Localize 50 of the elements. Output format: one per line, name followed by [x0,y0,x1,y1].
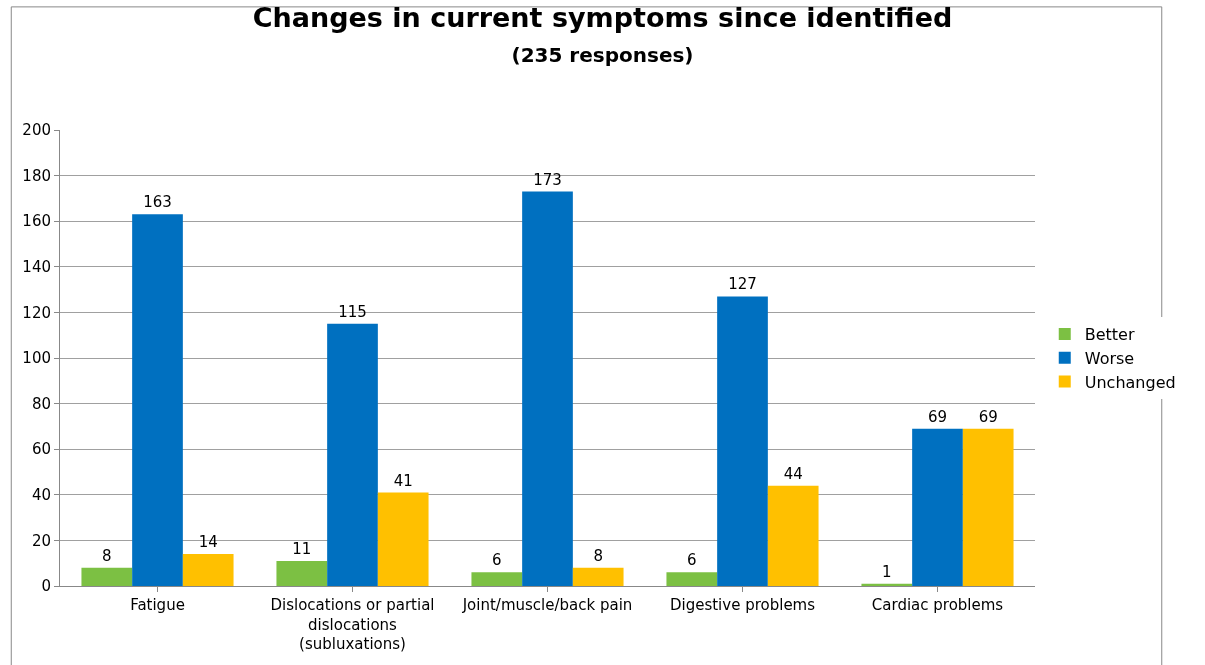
data-label: 41 [393,471,413,490]
data-label: 127 [728,275,757,294]
bar [962,428,1014,586]
legend-label: Better [1084,325,1135,345]
bar [81,567,133,586]
y-tick-label: 200 [22,121,51,140]
data-label: 173 [533,170,562,189]
data-label: 11 [292,539,312,558]
bar [276,560,328,586]
y-tick-label: 60 [31,440,51,459]
chart-subtitle: (235 responses) [511,42,694,67]
data-label: 69 [978,407,998,426]
y-tick-label: 120 [22,303,51,322]
data-label: 1 [882,562,892,581]
x-tick-label: Dislocations or partial dislocations (subluxations) [270,596,435,653]
data-label: 14 [198,533,218,552]
bar [377,492,429,586]
x-tick-label: Digestive problems [669,596,816,614]
y-tick-label: 0 [41,577,51,596]
y-tick-label: 80 [31,394,51,413]
legend-label: Unchanged [1084,372,1176,392]
chart-title: Changes in current symptoms since identified [252,1,953,33]
data-label: 6 [492,551,502,570]
y-tick-label: 140 [22,258,51,277]
bar [471,572,523,586]
x-tick-label: Joint/muscle/back pain [461,596,633,614]
y-tick-label: 20 [31,531,51,550]
y-tick-label: 160 [22,212,51,231]
data-label: 8 [593,546,603,565]
data-label: 69 [927,407,948,426]
bar [327,323,378,586]
bar [522,191,573,586]
y-tick-label: 100 [22,349,51,368]
data-label: 44 [783,464,803,483]
x-tick-label: Cardiac problems [871,596,1004,614]
bar [182,554,234,586]
bar [666,572,718,586]
bar [717,296,768,586]
bar [132,214,183,586]
bar [572,567,624,586]
legend-label: Worse [1084,348,1135,368]
data-label: 6 [687,551,697,570]
bar [767,485,819,586]
data-label: 163 [143,193,172,212]
data-label: 115 [338,302,367,321]
x-tick-label: Fatigue [130,596,185,614]
bar [912,428,963,586]
y-tick-label: 180 [22,166,51,185]
data-label: 8 [102,546,112,565]
y-tick-label: 40 [31,486,51,505]
